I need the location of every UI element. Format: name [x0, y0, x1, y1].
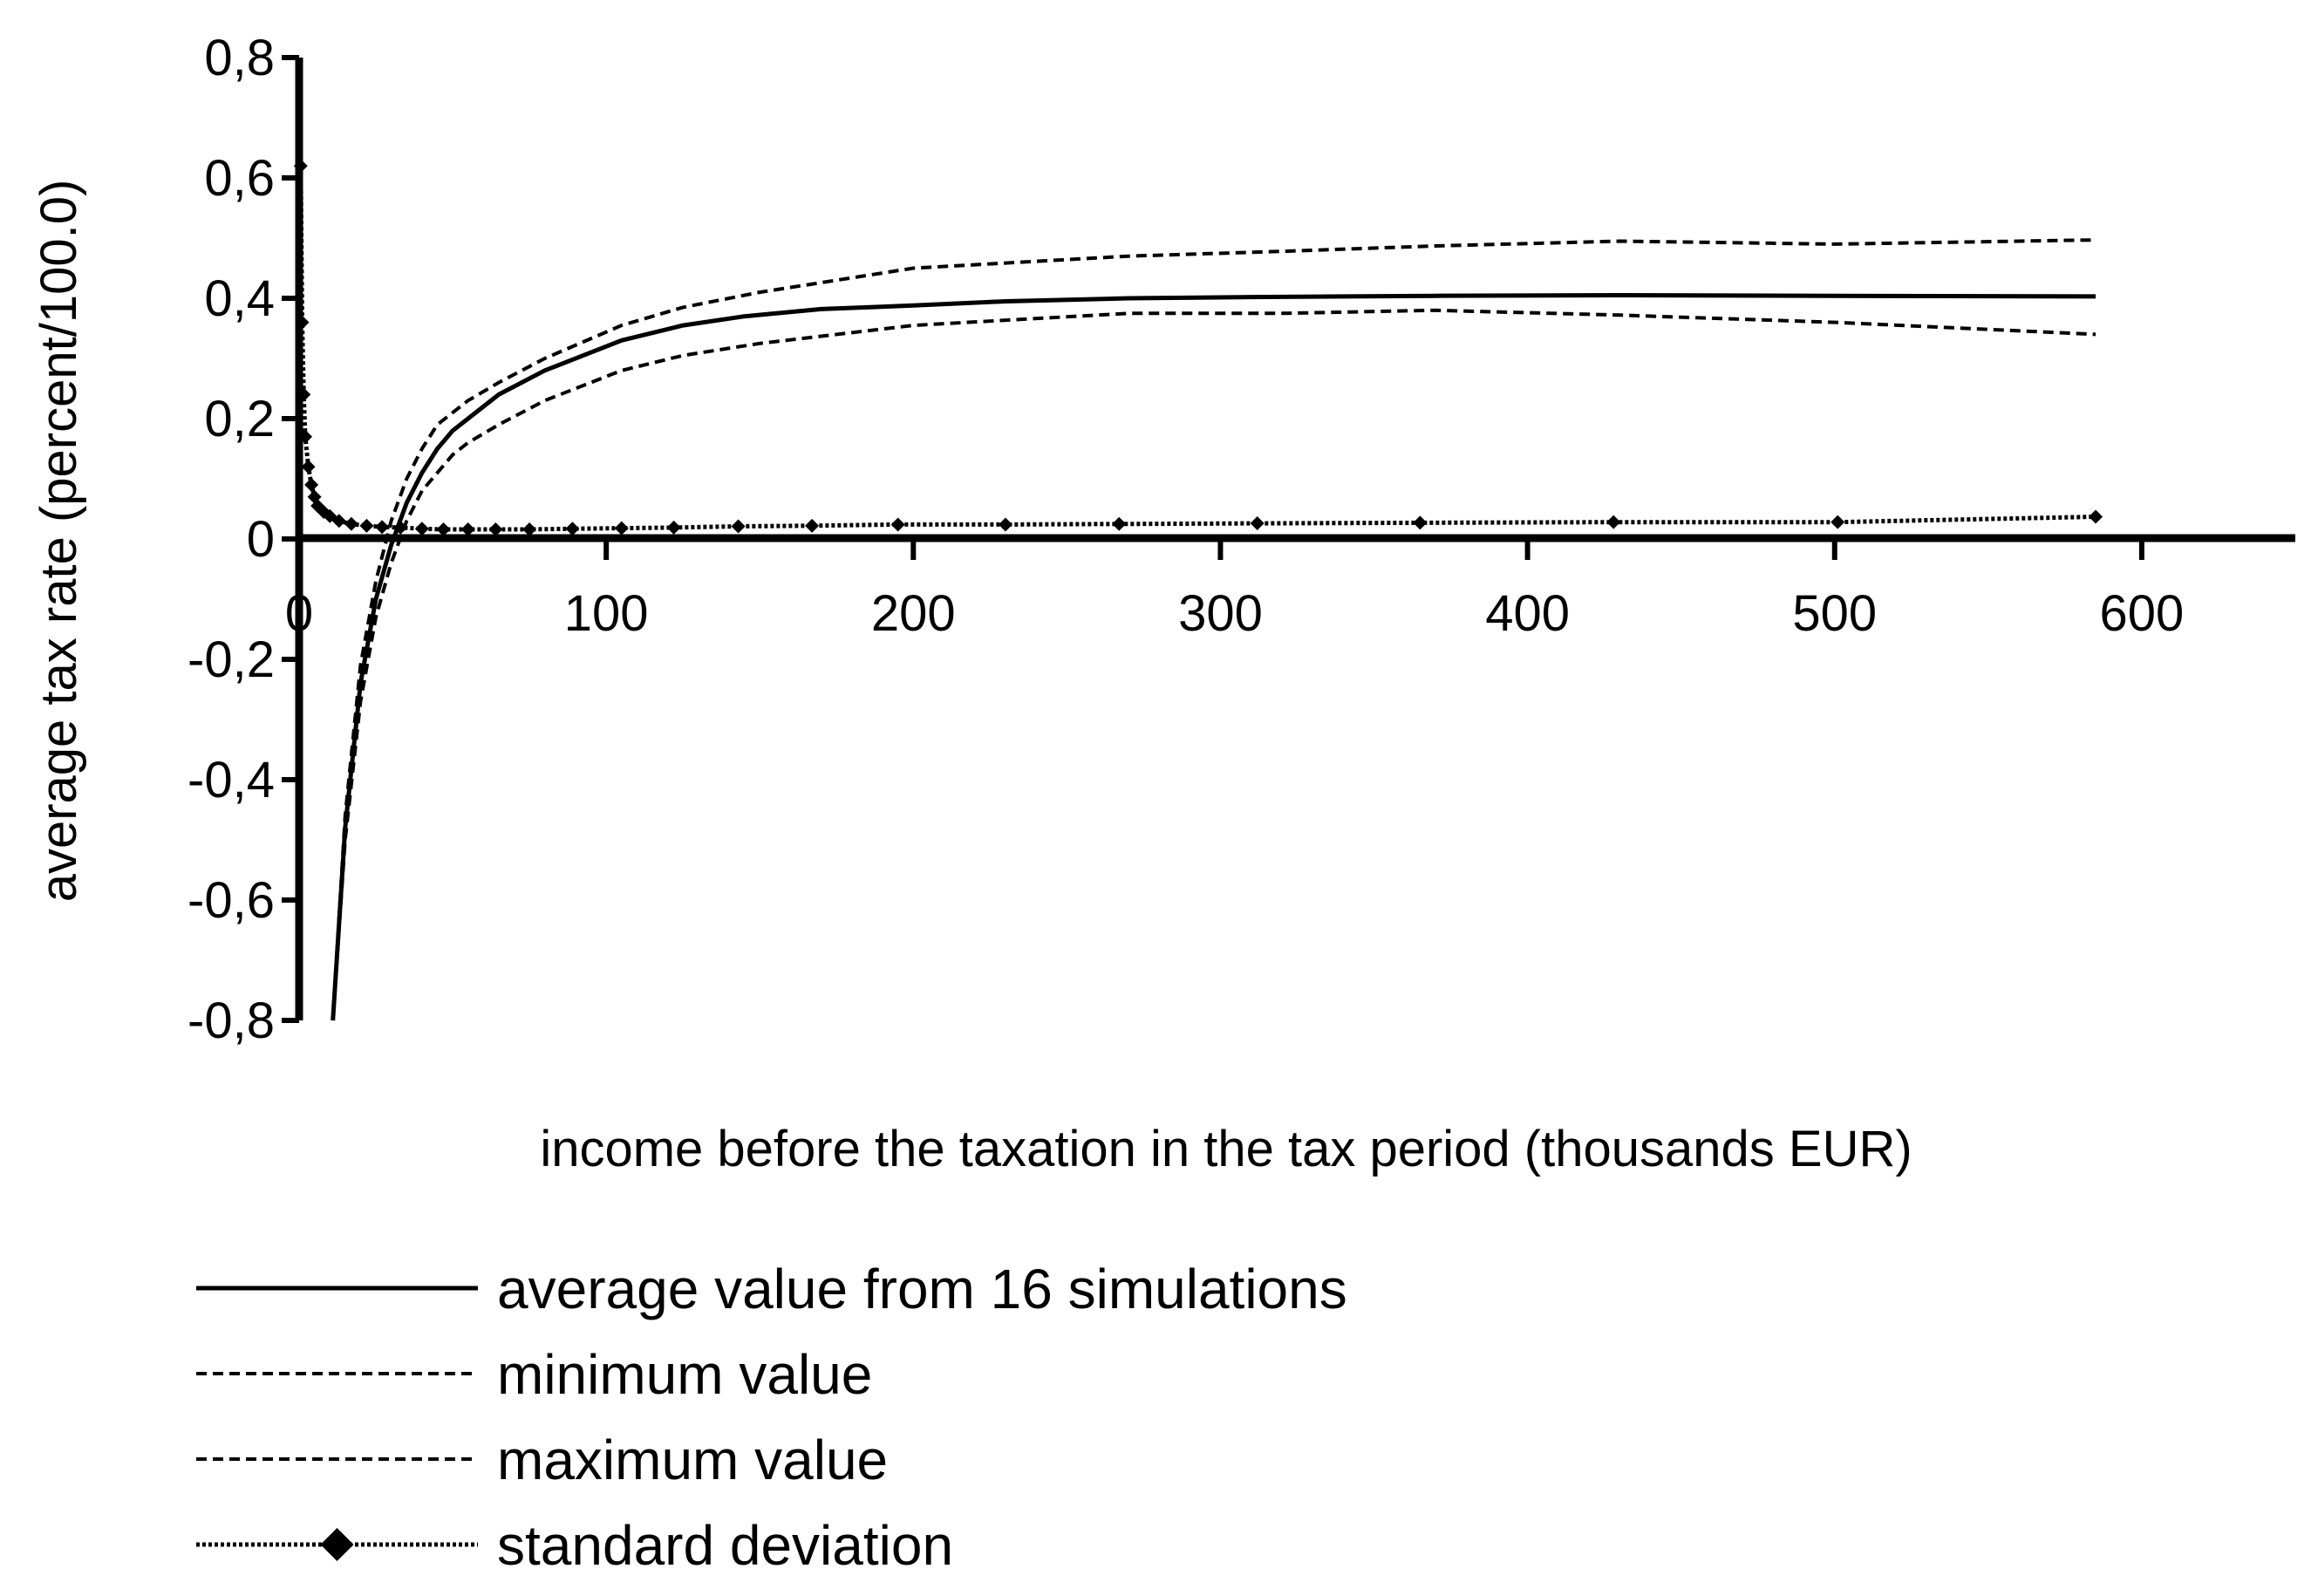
series-point: [731, 519, 746, 534]
series-line-2: [331, 308, 2096, 1021]
y-tick-label: 0: [247, 511, 275, 568]
series-point: [1112, 516, 1127, 531]
series-layer: [293, 159, 2103, 1021]
x-tick-label: 200: [871, 585, 956, 642]
series-line-3: [331, 238, 2096, 1021]
legend-marker: [320, 1528, 354, 1561]
legend-label-3: maximum value: [497, 1429, 888, 1491]
series-point: [460, 522, 475, 536]
series-point: [488, 522, 503, 536]
y-tick-label: 0,2: [204, 391, 275, 447]
series-point: [323, 508, 337, 523]
series-point: [2089, 509, 2103, 524]
series-point: [414, 522, 429, 536]
axes-layer: [295, 58, 2295, 1020]
y-tick-label: 0,6: [204, 150, 275, 207]
series-point: [375, 520, 390, 535]
legend-label-2: minimum value: [497, 1343, 872, 1406]
y-axis-title: average tax rate (percent/100.0): [31, 180, 87, 903]
legend-label-4: standard deviation: [497, 1514, 953, 1577]
y-tick-label: 0,4: [204, 270, 275, 327]
x-tick-label: 0: [285, 585, 313, 642]
series-point: [1413, 515, 1428, 530]
x-tick-label: 300: [1178, 585, 1263, 642]
series-point: [1250, 516, 1265, 531]
series-point: [614, 521, 629, 535]
series-point: [436, 522, 451, 536]
y-tick-label: -0,4: [187, 752, 275, 808]
legend-label-1: average value from 16 simulations: [497, 1258, 1347, 1320]
series-point: [1606, 515, 1621, 529]
y-tick-label: -0,6: [187, 872, 275, 929]
series-point: [890, 517, 905, 532]
series-line-1: [331, 293, 2096, 1021]
x-tick-label: 400: [1485, 585, 1570, 642]
series-point: [1830, 515, 1845, 529]
series-point: [393, 520, 408, 535]
legend: average value from 16 simulations minimum…: [196, 1258, 1347, 1577]
x-tick-label: 100: [564, 585, 649, 642]
x-axis-title: income before the taxation in the tax pe…: [540, 1121, 1912, 1177]
y-tick-label: -0,2: [187, 631, 275, 688]
series-point: [331, 514, 346, 529]
series-point: [565, 522, 580, 536]
series-point: [666, 520, 681, 535]
series-point: [344, 516, 358, 531]
series-point: [359, 518, 374, 533]
y-tick-label: 0,8: [204, 30, 275, 86]
series-point: [998, 517, 1012, 532]
series-point: [522, 522, 537, 536]
ticks-layer: -0,8-0,6-0,4-0,200,20,40,60,80 100 200 300 4…: [187, 30, 2184, 1049]
y-tick-label: -0,8: [187, 992, 275, 1049]
series-point: [304, 477, 319, 492]
x-tick-label: 600: [2100, 585, 2185, 642]
x-tick-label: 500: [1792, 585, 1877, 642]
series-point: [301, 460, 316, 474]
series-point: [805, 518, 820, 533]
